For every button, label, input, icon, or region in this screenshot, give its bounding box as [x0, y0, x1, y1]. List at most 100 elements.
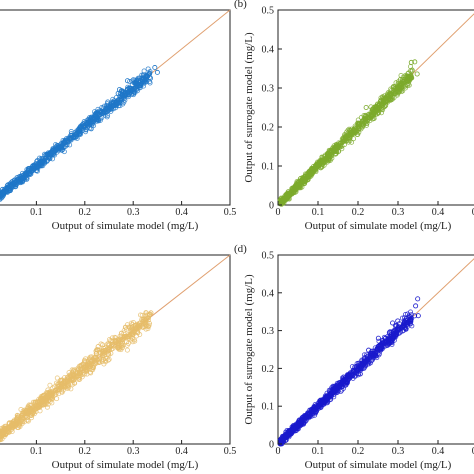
data-point	[85, 123, 91, 129]
data-point	[19, 170, 25, 176]
data-point	[106, 342, 112, 348]
data-point	[140, 72, 146, 78]
data-point	[337, 141, 343, 146]
data-point	[44, 404, 50, 410]
data-point	[323, 156, 329, 162]
data-point	[75, 128, 81, 134]
data-point	[315, 161, 321, 167]
data-point	[364, 120, 370, 126]
data-point	[37, 159, 43, 165]
data-point	[105, 99, 111, 105]
data-point	[75, 372, 81, 378]
y-tick-label: 0.1	[262, 162, 275, 173]
series-points	[0, 310, 154, 443]
data-point	[67, 372, 73, 378]
data-point	[127, 78, 133, 84]
scatter-panel-b: 0 0.1 0.2 0.3 0.4 0.5 0 0.1 0.2 0.3 0.4 0.5 Output o…	[234, 0, 474, 232]
data-point	[292, 187, 298, 193]
x-tick-label: 0.4	[175, 207, 188, 218]
data-point	[25, 168, 31, 174]
data-point	[109, 338, 115, 344]
x-tick-label: 0.4	[175, 446, 188, 457]
data-point	[370, 113, 376, 119]
data-point	[378, 110, 384, 116]
data-point	[61, 143, 67, 149]
y-axis-label: Output of surrogate model (mg/L)	[243, 274, 255, 425]
data-point	[61, 141, 67, 147]
data-point	[68, 386, 74, 392]
data-point	[88, 357, 94, 363]
y-tick-label: 0.5	[262, 251, 275, 262]
data-point	[286, 191, 292, 197]
x-tick-label: 0.1	[30, 446, 43, 457]
data-point	[112, 334, 118, 340]
data-point	[0, 194, 3, 200]
data-point	[145, 317, 151, 323]
data-point	[79, 126, 85, 132]
x-tick-label: 0.2	[79, 446, 92, 457]
data-point	[124, 78, 130, 84]
data-point	[131, 92, 137, 98]
data-point	[357, 123, 363, 129]
data-point	[412, 59, 418, 65]
data-point	[283, 196, 289, 202]
data-point	[145, 66, 151, 72]
data-point	[383, 99, 389, 105]
y-tick-label: 0.5	[262, 6, 275, 17]
data-point	[370, 116, 376, 122]
data-point	[9, 183, 15, 189]
data-point	[375, 335, 381, 341]
data-point	[130, 332, 136, 337]
x-tick-label: 0	[276, 207, 281, 218]
x-tick-label: 0.2	[79, 207, 92, 218]
y-tick-label: 0.2	[262, 123, 275, 134]
data-point	[415, 296, 421, 302]
plot-frame	[277, 9, 474, 206]
data-point	[114, 100, 120, 106]
data-point	[319, 155, 325, 161]
data-point	[352, 129, 358, 135]
data-point	[147, 71, 153, 76]
x-tick-label: 0.5	[224, 207, 237, 218]
data-point	[111, 106, 117, 112]
data-point	[390, 84, 396, 90]
data-point	[349, 130, 355, 136]
data-point	[298, 185, 304, 191]
data-point	[84, 122, 90, 128]
y-axis-label: Output of surrogate model (mg/L)	[243, 32, 255, 183]
data-point	[105, 112, 111, 118]
data-point	[42, 156, 48, 162]
data-point	[75, 366, 81, 372]
data-point	[59, 145, 65, 151]
data-point	[18, 175, 24, 181]
data-point	[351, 136, 356, 142]
data-point	[47, 382, 53, 388]
data-point	[52, 388, 58, 394]
data-point	[319, 158, 325, 164]
y-tick-label: 0.1	[262, 402, 275, 413]
data-point	[397, 77, 403, 83]
x-tick-label: 0.1	[312, 446, 325, 457]
y-tick-label: 0.2	[262, 364, 275, 375]
data-point	[297, 176, 303, 182]
data-point	[399, 89, 404, 95]
data-point	[314, 164, 320, 170]
plot-frame	[0, 254, 231, 445]
data-point	[390, 91, 396, 97]
data-point	[81, 357, 87, 363]
data-point	[3, 186, 9, 192]
data-point	[0, 190, 6, 196]
data-point	[0, 196, 3, 202]
data-point	[406, 78, 412, 84]
y-tick-label: 0.3	[262, 84, 275, 95]
data-point	[109, 335, 115, 341]
data-point	[80, 127, 86, 133]
data-point	[31, 411, 37, 417]
y-tick-label: 0.4	[262, 288, 275, 299]
data-point	[12, 180, 18, 185]
x-tick-label: 0.4	[432, 446, 445, 457]
data-point	[334, 144, 340, 150]
data-point	[0, 195, 4, 201]
data-point	[53, 142, 59, 148]
scatter-panel-c: 0.1 0.2 0.3 0.4 0.5 Output of simulate model …	[0, 254, 236, 471]
